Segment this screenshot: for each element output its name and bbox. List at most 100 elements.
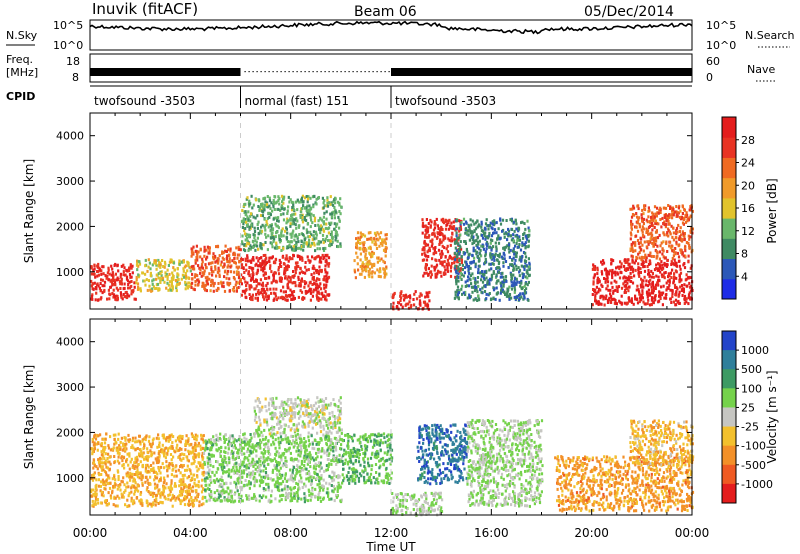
- freq-dot: [248, 71, 250, 73]
- time-axis-labels: 00:00 04:00 08:00 12:00 16:00 20:00 00:00: [73, 526, 710, 540]
- freq-dot: [268, 71, 270, 73]
- time-tick-label: 16:00: [474, 526, 509, 540]
- freq-dot: [312, 71, 314, 73]
- scatter-region: [90, 432, 205, 508]
- freq-dot: [320, 71, 322, 73]
- cpid-segments: twofsound -3503 normal (fast) 151 twofsoun…: [94, 86, 496, 108]
- velocity-panel: 1000 2000 3000 4000 Slant Range [km] 1000 50…: [22, 318, 779, 518]
- velocity-colorbar-swatch: [722, 426, 736, 447]
- freq-dot: [376, 71, 378, 73]
- time-tick-label: 00:00: [73, 526, 108, 540]
- freq-dot: [388, 71, 390, 73]
- freq-dot: [348, 71, 350, 73]
- time-tick-label: 04:00: [173, 526, 208, 540]
- scatter-region: [135, 258, 193, 293]
- power-colorbar-swatch: [722, 238, 736, 260]
- freq-dot: [384, 71, 386, 73]
- freq-label-1: Freq.: [6, 53, 33, 66]
- velocity-colorbar: 1000 500 100 25 -25 -100 -500 -1000: [721, 330, 773, 504]
- power-colorbar-swatch: [722, 278, 736, 300]
- velocity-colorbar-tick-label: 1000: [741, 344, 769, 357]
- noise-panel: N.Sky 10^5 10^0 10^5 10^0 N.Search: [6, 19, 795, 52]
- cpid-label: CPID: [6, 90, 35, 103]
- scatter-region: [253, 396, 343, 436]
- freq-right-tick-bottom: 0: [706, 71, 713, 84]
- velocity-colorbar-swatch: [722, 388, 736, 408]
- cpid-segment-label: normal (fast) 151: [245, 94, 349, 108]
- scatter-region: [353, 231, 388, 280]
- power-cpid-markers: [240, 113, 392, 309]
- time-tick-label: 00:00: [675, 526, 710, 540]
- freq-dot: [336, 71, 338, 73]
- y-tick-label: 3000: [56, 175, 84, 188]
- cpid-segment-label: twofsound -3503: [395, 94, 496, 108]
- noise-left-label: N.Sky: [6, 29, 38, 42]
- freq-dot: [276, 71, 278, 73]
- freq-dot: [252, 71, 254, 73]
- velocity-colorbar-tick-label: -25: [741, 421, 759, 434]
- freq-right-tick-top: 60: [706, 55, 720, 68]
- freq-dot: [264, 71, 266, 73]
- scatter-region: [202, 432, 343, 504]
- scatter-region: [240, 194, 343, 253]
- velocity-colorbar-tick-label: 500: [741, 363, 762, 376]
- freq-dot: [332, 71, 334, 73]
- power-colorbar-swatch: [722, 137, 736, 158]
- velocity-cpid-markers: [240, 319, 392, 515]
- freq-dot: [324, 71, 326, 73]
- velocity-colorbar-tick-label: -500: [741, 459, 766, 472]
- power-scatter-regions: [90, 194, 694, 311]
- scatter-region: [391, 290, 431, 311]
- freq-left-tick-top: 18: [66, 55, 80, 68]
- power-colorbar-swatch: [722, 218, 736, 239]
- freq-dot: [372, 71, 374, 73]
- freq-dot: [352, 71, 354, 73]
- freq-dot: [364, 71, 366, 73]
- velocity-colorbar-tick-label: -100: [741, 440, 766, 453]
- scatter-region: [554, 455, 695, 513]
- noise-right-label: N.Search: [745, 29, 795, 42]
- freq-dot: [356, 71, 358, 73]
- noise-left-tick-bottom: 10^0: [53, 39, 83, 52]
- power-colorbar-swatch: [722, 258, 736, 280]
- cpid-segment-label: twofsound -3503: [94, 94, 195, 108]
- y-tick-label: 3000: [56, 381, 84, 394]
- y-tick-label: 2000: [56, 426, 84, 439]
- freq-dot: [280, 71, 282, 73]
- power-colorbar-swatch: [722, 177, 736, 199]
- scatter-region: [190, 244, 243, 293]
- scatter-region: [391, 491, 444, 518]
- scatter-region: [416, 423, 469, 486]
- scatter-region: [629, 204, 694, 262]
- noise-frame: [89, 19, 693, 51]
- scatter-region: [466, 418, 544, 508]
- velocity-colorbar-tick-label: -1000: [741, 478, 773, 491]
- freq-band-second: [391, 68, 692, 76]
- scatter-region: [453, 217, 531, 302]
- velocity-colorbar-swatch: [722, 369, 736, 389]
- freq-dot: [256, 71, 258, 73]
- power-colorbar-tick-label: 16: [741, 202, 755, 215]
- cpid-panel: CPID twofsound -3503 normal (fast) 151 two…: [6, 85, 692, 108]
- power-colorbar: 4 8 12 16 20 24 28: [721, 116, 755, 300]
- y-tick-label: 1000: [56, 472, 84, 485]
- freq-dot: [308, 71, 310, 73]
- velocity-colorbar-swatch: [722, 350, 736, 370]
- time-tick-label: 12:00: [374, 526, 409, 540]
- y-tick-label: 4000: [56, 336, 84, 349]
- scatter-region: [591, 258, 694, 307]
- freq-dot: [288, 71, 290, 73]
- station-title: Inuvik (fitACF): [92, 0, 198, 18]
- freq-dot: [304, 71, 306, 73]
- freq-band-dots: [244, 71, 390, 73]
- freq-dot: [272, 71, 274, 73]
- time-tick-label: 20:00: [574, 526, 609, 540]
- power-colorbar-swatch: [722, 197, 736, 219]
- power-colorbar-label: Power [dB]: [765, 178, 779, 243]
- freq-label-2: [MHz]: [6, 66, 38, 79]
- power-colorbar-swatch: [722, 117, 736, 138]
- power-ylabel: Slant Range [km]: [22, 159, 36, 263]
- freq-dot: [284, 71, 286, 73]
- noise-sky-line: [89, 20, 693, 35]
- freq-dot: [296, 71, 298, 73]
